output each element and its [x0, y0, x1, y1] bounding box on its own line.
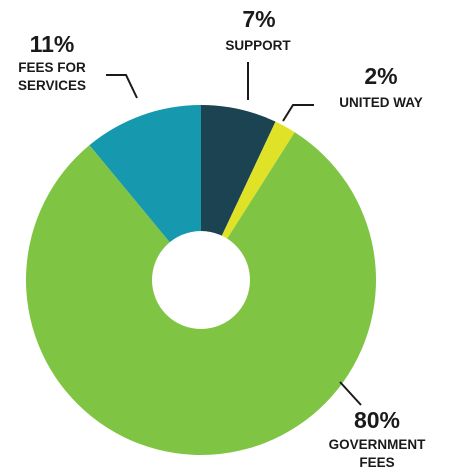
- slice-fees-for-services: [89, 105, 201, 280]
- leader-line-government-fees: [339, 381, 362, 406]
- pct-label-support: 7%: [242, 6, 275, 32]
- pct-label-united-way: 2%: [364, 63, 397, 89]
- category-label-fees-for-services-line2: SERVICES: [18, 78, 86, 93]
- category-label-fees-for-services-line1: FEES FOR: [18, 60, 86, 75]
- label-support: 7% SUPPORT: [225, 6, 291, 100]
- leader-line-united-way: [282, 104, 314, 122]
- label-united-way: 2% UNITED WAY: [282, 63, 423, 122]
- category-label-united-way: UNITED WAY: [339, 95, 423, 110]
- pct-label-fees-for-services: 11%: [30, 31, 75, 57]
- leader-line-fees-for-services: [106, 74, 138, 99]
- pct-label-government-fees: 80%: [354, 407, 400, 433]
- category-label-support: SUPPORT: [225, 38, 291, 53]
- label-government-fees: 80% GOVERNMENT FEES: [329, 381, 427, 470]
- donut-hole: [152, 231, 250, 329]
- category-label-government-fees-line2: FEES: [359, 455, 394, 470]
- label-fees-for-services: 11% FEES FOR SERVICES: [18, 31, 138, 99]
- category-label-government-fees-line1: GOVERNMENT: [329, 437, 427, 452]
